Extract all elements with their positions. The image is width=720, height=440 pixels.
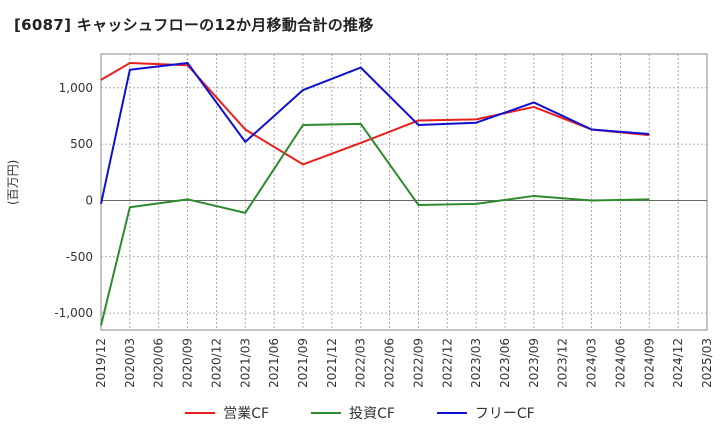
- y-tick-label: -1,000: [54, 306, 93, 320]
- x-tick-label: 2024/09: [642, 338, 656, 388]
- x-tick-label: 2020/09: [181, 338, 195, 388]
- legend-item-investing: 投資CF: [311, 403, 395, 423]
- x-tick-label: 2021/12: [325, 338, 339, 388]
- legend-swatch-free: [436, 412, 467, 414]
- x-tick-label: 2024/06: [613, 338, 627, 388]
- y-tick-label: -500: [66, 250, 93, 264]
- y-tick-label: 1,000: [59, 81, 93, 95]
- x-tick-label: 2022/09: [411, 338, 425, 388]
- x-tick-label: 2022/12: [440, 338, 454, 388]
- x-tick-label: 2021/03: [238, 338, 252, 388]
- x-tick-label: 2022/03: [354, 338, 368, 388]
- legend-swatch-investing: [311, 412, 342, 414]
- x-tick-label: 2023/06: [498, 338, 512, 388]
- x-tick-label: 2024/03: [585, 338, 599, 388]
- plot-area: [100, 53, 708, 331]
- x-tick-label: 2023/12: [556, 338, 570, 388]
- legend-item-operating: 営業CF: [185, 403, 269, 423]
- x-tick-label: 2020/03: [123, 338, 137, 388]
- legend-label-free: フリーCF: [474, 406, 535, 422]
- x-tick-label: 2020/06: [152, 338, 166, 388]
- y-tick-label: 500: [70, 137, 93, 151]
- x-tick-label: 2022/06: [383, 338, 397, 388]
- legend-label-operating: 営業CF: [223, 406, 270, 422]
- x-tick-label: 2023/03: [469, 338, 483, 388]
- legend-swatch-operating: [185, 412, 216, 414]
- legend-label-investing: 投資CF: [349, 406, 395, 422]
- x-tick-label: 2021/09: [296, 338, 310, 388]
- series-line-0: [100, 62, 650, 166]
- y-tick-label: 0: [85, 193, 93, 207]
- x-tick-label: 2020/12: [209, 338, 223, 388]
- x-tick-label: 2024/12: [671, 338, 685, 388]
- chart-title: [6087] キャッシュフローの12か月移動合計の推移: [14, 16, 374, 34]
- x-tick-label: 2025/03: [700, 338, 714, 388]
- x-tick-label: 2019/12: [94, 338, 108, 388]
- legend: 営業CF 投資CF フリーCF: [0, 403, 720, 423]
- x-tick-label: 2023/09: [527, 338, 541, 388]
- legend-item-free: フリーCF: [436, 403, 535, 423]
- x-tick-label: 2021/06: [267, 338, 281, 388]
